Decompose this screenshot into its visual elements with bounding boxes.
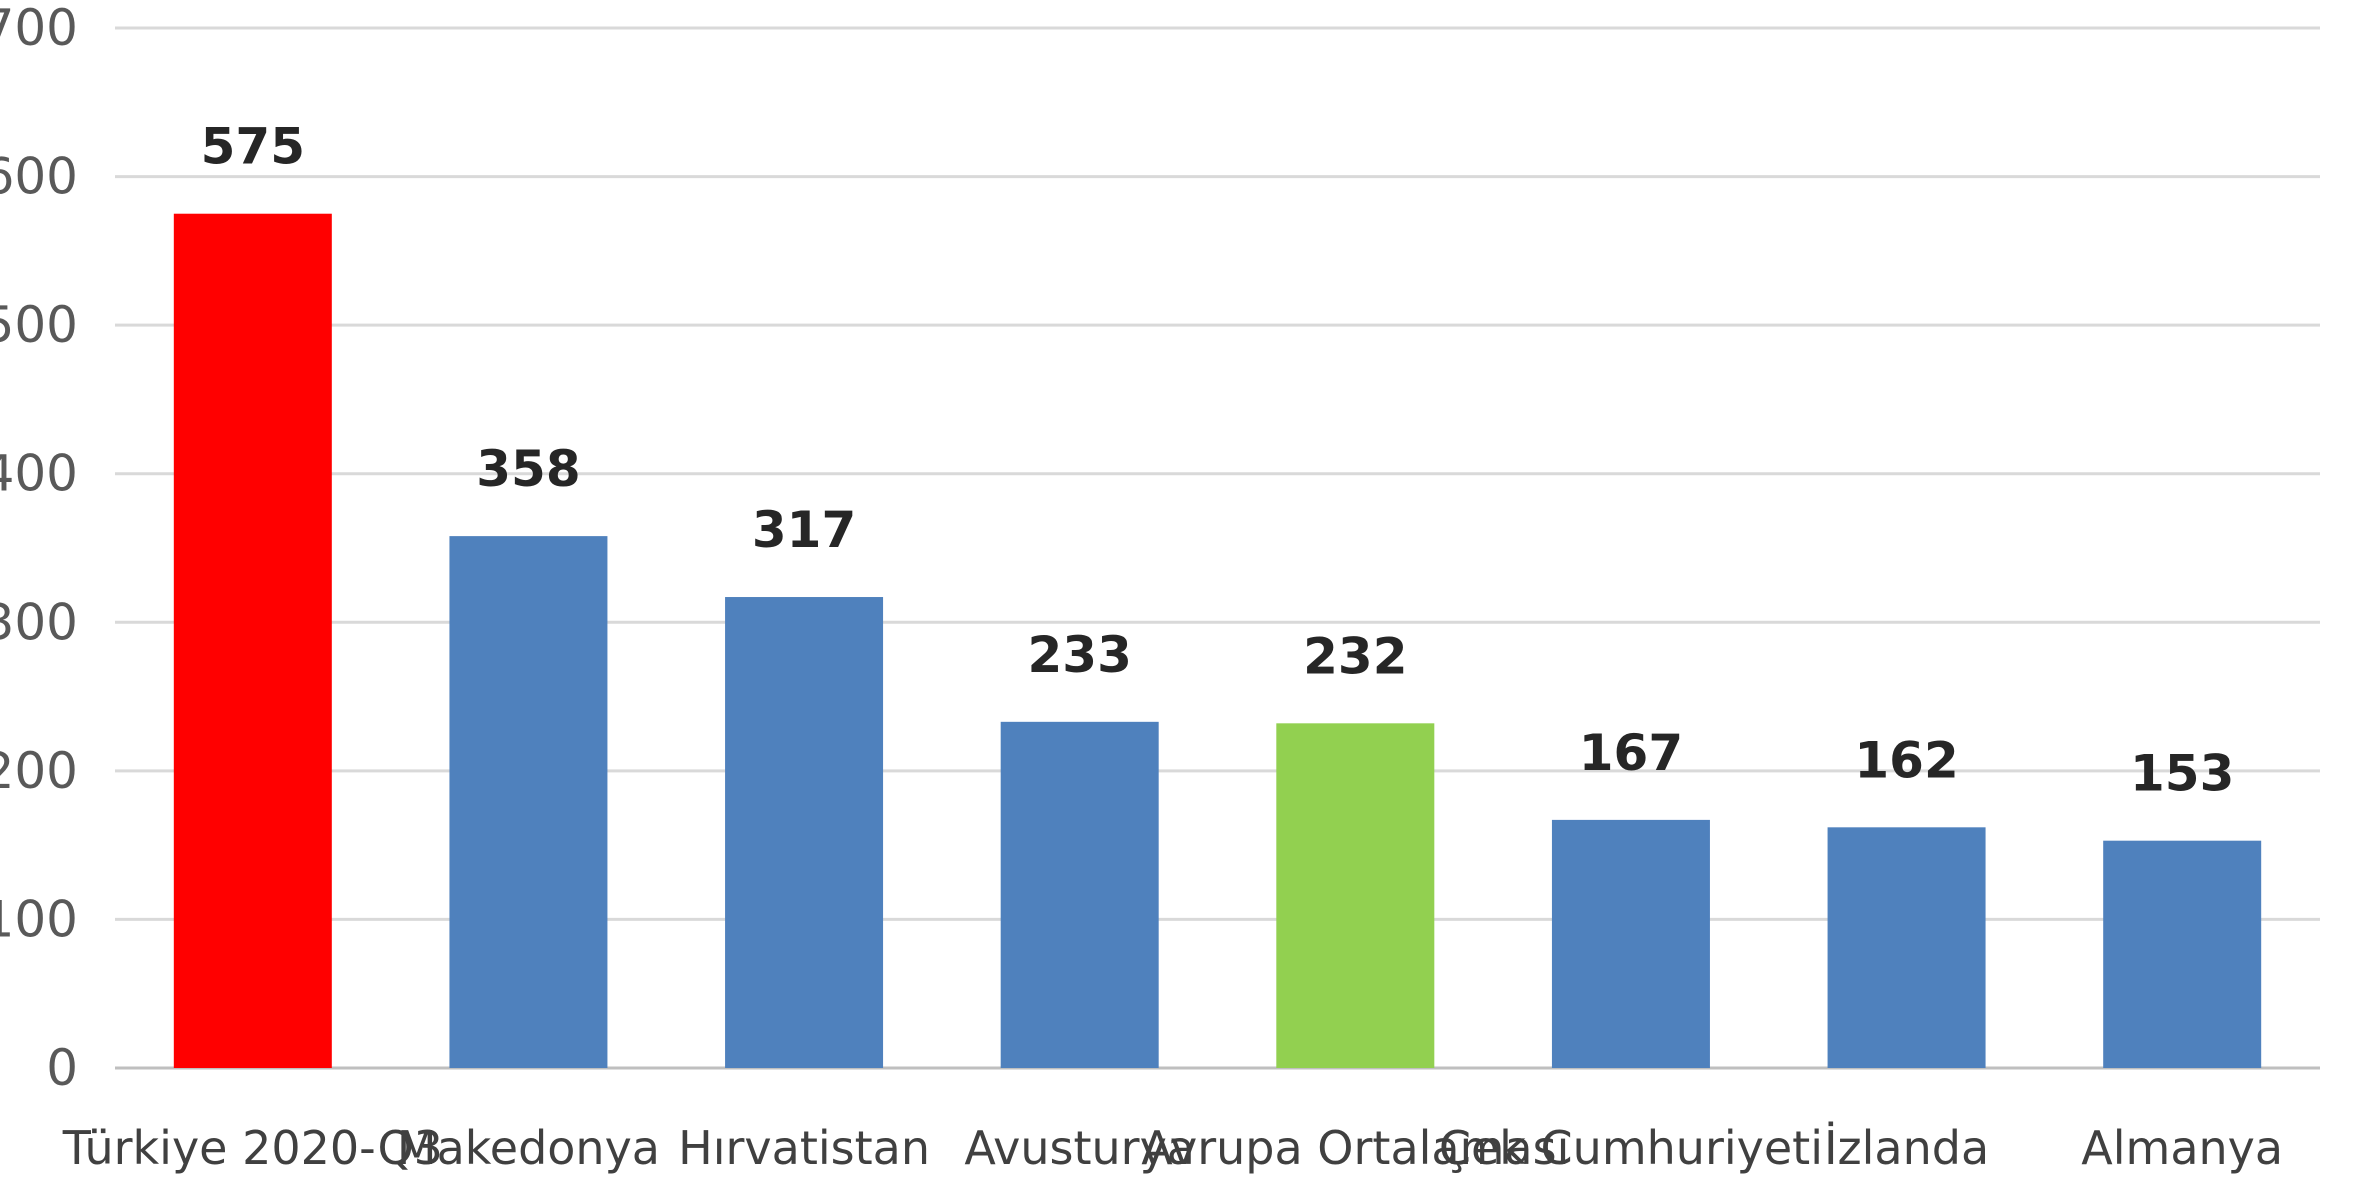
x-category-label: Avusturya — [964, 1121, 1195, 1175]
gridlines — [115, 26, 2320, 1070]
data-label: 232 — [1303, 627, 1407, 685]
x-category-label: Almanya — [2081, 1121, 2283, 1175]
y-tick-label: 600 — [0, 148, 78, 206]
bar — [1551, 819, 1710, 1068]
bar — [1827, 827, 1986, 1068]
bar — [173, 213, 332, 1068]
data-label: 162 — [1854, 731, 1958, 789]
bar — [2103, 840, 2262, 1068]
y-tick-label: 200 — [0, 742, 78, 800]
data-label: 317 — [752, 501, 856, 559]
bar — [449, 536, 608, 1068]
bars — [173, 213, 2262, 1068]
x-category-label: Çek Cumhuriyeti — [1439, 1121, 1823, 1175]
bar — [1000, 721, 1159, 1068]
x-category-label: Hırvatistan — [678, 1121, 930, 1175]
y-tick-label: 500 — [0, 296, 78, 354]
bar — [725, 597, 884, 1068]
x-category-label: Avrupa Ortalaması — [1141, 1121, 1569, 1175]
data-label: 575 — [201, 118, 305, 176]
x-category-label: Türkiye 2020-Q3 — [62, 1121, 443, 1175]
y-tick-label: 700 — [0, 0, 78, 57]
x-category-label: İzlanda — [1824, 1121, 1989, 1175]
data-label: 167 — [1579, 724, 1683, 782]
data-label: 358 — [476, 440, 580, 498]
y-axis-tick-labels: 0 100 200 300 400 500 600 700 — [0, 0, 78, 1097]
data-labels: 575 358 317 233 232 167 162 153 — [201, 118, 2235, 803]
data-label: 233 — [1028, 626, 1132, 684]
y-tick-label: 300 — [0, 593, 78, 651]
x-category-label: Makedonya — [397, 1121, 660, 1175]
bar — [1276, 723, 1435, 1068]
y-tick-label: 0 — [46, 1039, 78, 1097]
data-label: 153 — [2130, 745, 2234, 803]
y-tick-label: 400 — [0, 445, 78, 503]
y-tick-label: 100 — [0, 890, 78, 948]
